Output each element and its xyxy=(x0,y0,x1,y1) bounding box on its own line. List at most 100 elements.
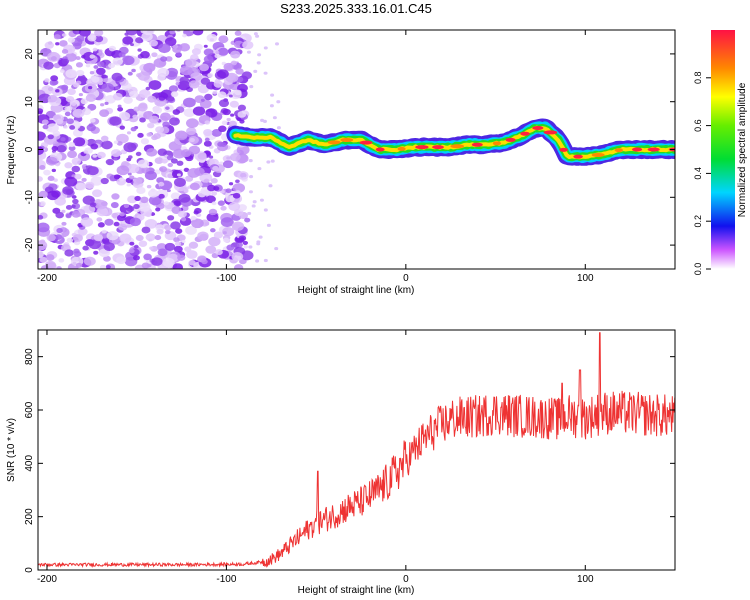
noise-speckle xyxy=(189,137,195,143)
noise-speckle xyxy=(78,30,91,37)
noise-speckle xyxy=(71,102,77,106)
noise-speckle xyxy=(96,151,106,159)
noise-speckle xyxy=(71,204,76,208)
noise-speckle xyxy=(226,244,235,251)
noise-speckle xyxy=(218,99,229,108)
colorbar-tick-label: 0.4 xyxy=(693,167,703,180)
noise-speckle xyxy=(145,233,156,242)
noise-speckle xyxy=(263,258,268,263)
spectrogram-ytick-label: 0 xyxy=(24,146,35,152)
noise-speckle xyxy=(232,192,241,199)
noise-speckle xyxy=(176,160,184,166)
ridge-peak xyxy=(471,142,483,147)
noise-speckle xyxy=(90,143,99,150)
noise-speckle xyxy=(44,41,54,49)
noise-speckle xyxy=(146,148,158,157)
noise-speckle xyxy=(204,93,213,101)
noise-speckle xyxy=(61,48,69,54)
noise-speckle xyxy=(238,235,247,242)
noise-speckle xyxy=(249,84,254,89)
noise-speckle xyxy=(88,123,94,127)
noise-speckle xyxy=(168,85,179,93)
noise-speckle xyxy=(251,204,256,208)
noise-speckle xyxy=(38,146,44,156)
noise-speckle xyxy=(228,201,241,211)
noise-speckle xyxy=(200,77,211,85)
noise-speckle xyxy=(259,198,264,202)
noise-speckle xyxy=(87,166,99,176)
snr-xtick-label: 0 xyxy=(403,574,409,585)
noise-speckle xyxy=(135,234,144,242)
noise-speckle xyxy=(144,170,157,181)
noise-speckle xyxy=(111,212,119,218)
noise-speckle xyxy=(124,32,129,36)
noise-speckle xyxy=(116,133,129,144)
noise-speckle xyxy=(96,217,103,222)
noise-speckle xyxy=(208,236,221,247)
noise-speckle xyxy=(66,237,74,243)
noise-speckle xyxy=(263,71,268,75)
noise-speckle xyxy=(137,159,150,169)
noise-speckle xyxy=(99,264,107,269)
noise-speckle xyxy=(217,47,229,56)
noise-speckle xyxy=(88,239,102,250)
noise-speckle xyxy=(55,234,63,240)
noise-speckle xyxy=(113,157,118,161)
noise-speckle xyxy=(176,173,181,177)
noise-speckle xyxy=(129,241,135,246)
noise-speckle xyxy=(166,155,174,161)
noise-speckle xyxy=(110,149,122,158)
noise-speckle xyxy=(38,222,50,233)
noise-speckle xyxy=(68,145,76,151)
noise-speckle xyxy=(101,140,113,150)
noise-speckle xyxy=(71,165,81,173)
noise-speckle xyxy=(94,30,104,37)
noise-speckle xyxy=(256,61,261,65)
noise-speckle xyxy=(204,137,210,142)
noise-speckle xyxy=(47,175,55,182)
noise-speckle xyxy=(170,158,178,164)
noise-speckle xyxy=(197,84,210,94)
noise-speckle xyxy=(207,72,214,78)
noise-speckle xyxy=(143,253,152,261)
noise-speckle xyxy=(112,57,124,66)
noise-speckle xyxy=(64,111,71,117)
noise-speckle xyxy=(118,52,126,58)
noise-speckle xyxy=(163,201,169,206)
noise-speckle xyxy=(158,193,165,199)
noise-speckle xyxy=(67,150,78,159)
snr-ytick-label: 800 xyxy=(24,348,35,365)
noise-speckle xyxy=(209,155,214,159)
noise-speckle xyxy=(56,228,63,234)
noise-speckle xyxy=(179,76,190,84)
noise-speckle xyxy=(194,207,202,214)
noise-speckle xyxy=(64,162,73,169)
noise-region xyxy=(38,30,281,269)
noise-speckle xyxy=(93,250,99,255)
noise-speckle xyxy=(242,40,254,50)
noise-speckle xyxy=(101,82,114,93)
noise-speckle xyxy=(188,145,201,155)
noise-speckle xyxy=(59,40,68,47)
noise-speckle xyxy=(146,184,152,189)
noise-speckle xyxy=(223,237,230,243)
ridge-peak xyxy=(573,154,583,159)
noise-speckle xyxy=(272,116,277,120)
noise-speckle xyxy=(218,35,229,44)
noise-speckle xyxy=(72,234,83,242)
noise-speckle xyxy=(104,218,114,226)
noise-speckle xyxy=(244,217,251,223)
noise-speckle xyxy=(263,208,268,212)
noise-speckle xyxy=(66,118,74,125)
noise-speckle xyxy=(72,198,79,204)
noise-speckle xyxy=(113,174,121,180)
noise-speckle xyxy=(103,242,115,252)
noise-speckle xyxy=(190,215,197,221)
noise-speckle xyxy=(126,183,131,187)
noise-speckle xyxy=(203,178,210,183)
noise-speckle xyxy=(97,222,105,228)
noise-speckle xyxy=(187,168,201,178)
colorbar-gradient xyxy=(711,30,735,269)
noise-speckle xyxy=(58,258,65,263)
